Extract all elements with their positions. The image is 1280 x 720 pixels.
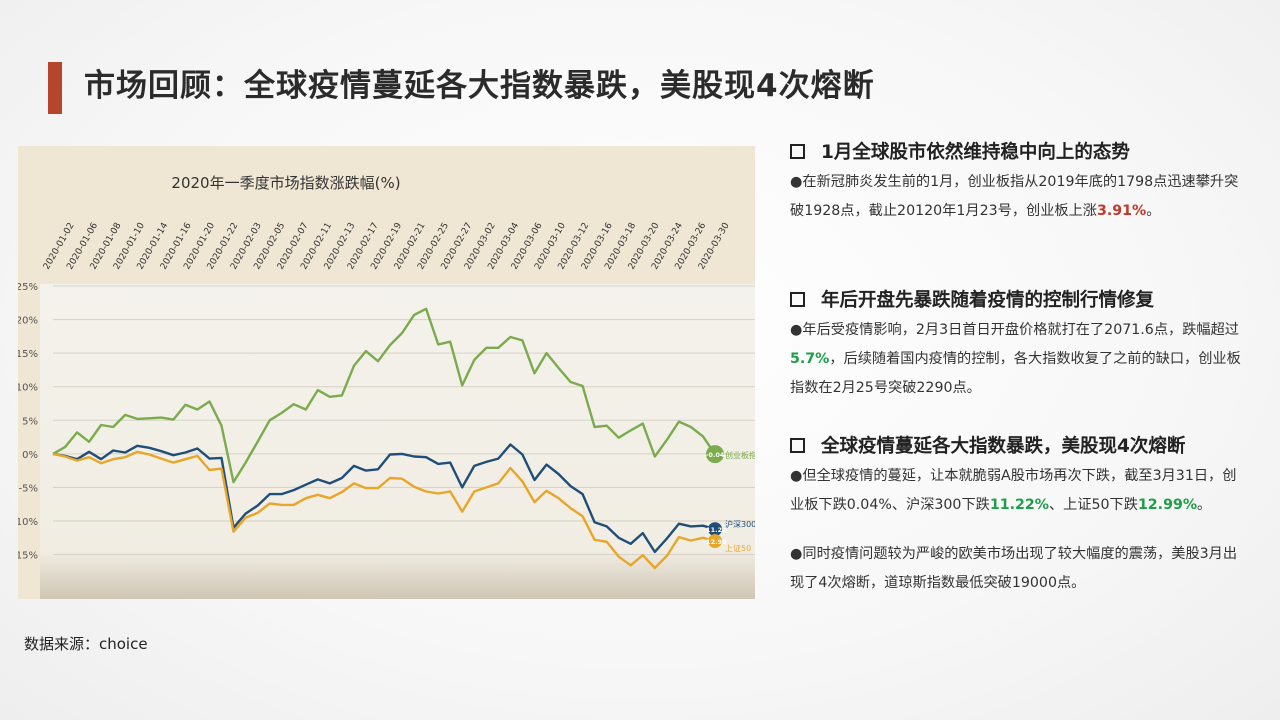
series-end-value: -12.99 [703, 538, 727, 546]
slide-title: 市场回顾：全球疫情蔓延各大指数暴跌，美股现4次熔断 [84, 68, 875, 104]
series-end-marker [708, 534, 722, 549]
y-tick-label: 10% [18, 383, 38, 394]
highlight-value: 5.7% [790, 351, 830, 367]
section-march: 全球疫情蔓延各大指数暴跌，美股现4次熔断 ●但全球疫情的蔓延，让本就脆弱A股市场… [790, 432, 1250, 598]
y-tick-label: -5% [19, 483, 38, 494]
series-end-value: -11.22 [703, 526, 726, 534]
section-body: ●但全球疫情的蔓延，让本就脆弱A股市场再次下跌，截至3月31日，创业板下跌0.0… [790, 468, 1237, 513]
highlight-value: 3.91% [1096, 203, 1147, 219]
checkbox-bullet-icon [790, 291, 805, 307]
highlight-value: 12.99% [1137, 497, 1198, 513]
y-tick-label: 20% [18, 316, 38, 327]
checkbox-bullet-icon [790, 437, 805, 453]
series-line [52, 307, 716, 484]
section-heading: 年后开盘先暴跌随着疫情的控制行情修复 [821, 290, 1155, 311]
section-heading: 全球疫情蔓延各大指数暴跌，美股现4次熔断 [821, 436, 1186, 457]
y-tick-label: 15% [18, 349, 38, 360]
data-source-note: 数据来源：choice [24, 635, 148, 653]
title-accent-bar [48, 62, 62, 114]
chart-panel: 2020年一季度市场指数涨跌幅(%) 25% 20% 15% 10% 5% 0% -5% -1… [18, 146, 755, 599]
series-end-marker [708, 522, 722, 537]
y-tick-label: -15% [18, 551, 38, 562]
checkbox-bullet-icon [790, 143, 805, 159]
index-chart: 2020年一季度市场指数涨跌幅(%) 25% 20% 15% 10% 5% 0% -5% -1… [18, 174, 755, 599]
series-line [52, 450, 716, 570]
series-name-label: 上证50 [725, 544, 751, 553]
section-january: 1月全球股市依然维持稳中向上的态势 ●在新冠肺炎发生前的1月，创业板指从2019… [790, 138, 1250, 226]
y-tick-label: 25% [18, 282, 38, 293]
series-name-label: 沪深300 [725, 519, 755, 529]
series-end-marker [706, 445, 724, 464]
y-tick-label: 0% [22, 450, 38, 461]
section-february: 年后开盘先暴跌随着疫情的控制行情修复 ●年后受疫情影响，2月3日首日开盘价格就打… [790, 286, 1250, 403]
section-body: ●年后受疫情影响，2月3日首日开盘价格就打在了2071.6点，跌幅超过5.7%，… [790, 322, 1241, 396]
section-body: ●在新冠肺炎发生前的1月，创业板指从2019年底的1798点迅速攀升突破1928… [790, 174, 1239, 219]
section-body-extra: ●同时疫情问题较为严峻的欧美市场出现了较大幅度的震荡，美股3月出现了4次熔断，道… [790, 546, 1238, 591]
highlight-value: 11.22% [989, 497, 1049, 513]
series-name-label: 创业板指 [725, 450, 755, 460]
chart-title: 2020年一季度市场指数涨跌幅(%) [171, 174, 400, 192]
section-heading: 1月全球股市依然维持稳中向上的态势 [821, 142, 1130, 163]
plot-area [40, 284, 755, 599]
y-tick-label: 5% [22, 416, 38, 427]
series-end-value: -0.04 [706, 451, 725, 459]
series-line [52, 443, 716, 554]
y-tick-label: -10% [18, 517, 38, 528]
